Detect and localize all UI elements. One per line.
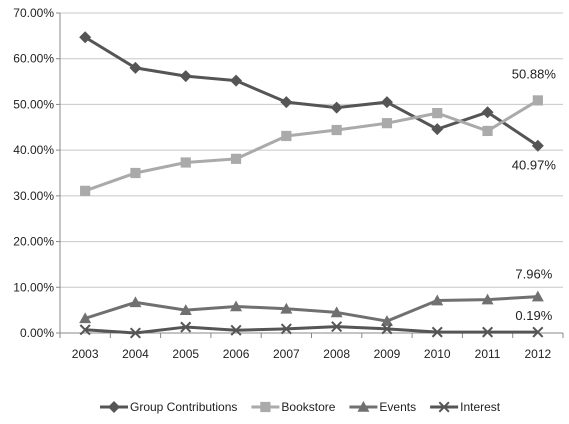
legend-item: Group Contributions (100, 400, 237, 414)
data-point-square (260, 401, 271, 413)
data-point-square (80, 185, 91, 196)
data-point-x (331, 321, 343, 333)
legend-label: Bookstore (281, 400, 335, 414)
y-tick-label: 70.00% (13, 6, 54, 20)
data-point-x (431, 326, 443, 338)
data-point-square (532, 95, 543, 106)
series-line (85, 325, 538, 335)
data-point-triangle (380, 315, 393, 326)
x-tick-label: 2004 (122, 347, 149, 361)
data-point-x (438, 401, 450, 413)
x-tick-label: 2005 (172, 347, 199, 361)
x-stroke (431, 326, 443, 338)
data-point-triangle (431, 294, 444, 306)
data-point-square (230, 153, 242, 164)
x-tick-label: 2012 (524, 347, 551, 361)
y-tick-label: 0.00% (20, 326, 54, 340)
data-point-diamond (380, 96, 393, 109)
x-stroke (331, 321, 343, 333)
y-tick-label: 30.00% (13, 189, 54, 203)
x-tick-label: 2010 (424, 347, 451, 361)
data-point-x (482, 326, 494, 338)
data-point-triangle (230, 300, 243, 312)
data-point-square (281, 130, 292, 142)
series-events (79, 290, 544, 326)
y-tick-label: 20.00% (13, 235, 54, 249)
series-line (84, 99, 539, 193)
data-point-x (180, 321, 192, 333)
y-tick-label: 60.00% (13, 52, 54, 66)
legend-label: Group Contributions (130, 400, 237, 414)
data-label: 7.96% (515, 267, 552, 282)
x-tick-label: 2009 (374, 347, 401, 361)
data-point-diamond (79, 31, 92, 44)
y-tick-label: 50.00% (13, 97, 54, 111)
data-point-diamond (179, 70, 192, 83)
legend-item: Bookstore (251, 400, 336, 414)
data-point-triangle (129, 296, 142, 308)
x-tick-label: 2011 (475, 347, 501, 361)
data-point-diamond (481, 106, 494, 119)
series-lines (79, 31, 544, 339)
legend: Group Contributions Bookstore Events Intere… (100, 400, 501, 414)
x-tick-label: 2006 (223, 347, 250, 361)
data-point-triangle (357, 401, 370, 412)
x-tick-label: 2007 (273, 347, 300, 361)
axes: 0.00% 10.00% 20.00% 30.00% 40.00% 50.00% 60.00… (13, 6, 564, 361)
x-stroke (180, 321, 192, 333)
data-point-x (79, 324, 91, 336)
data-point-triangle (179, 304, 192, 315)
data-point-x (129, 327, 141, 339)
series-interest (79, 321, 544, 339)
x-stroke (381, 323, 393, 335)
x-stroke (438, 401, 450, 413)
legend-item: Events (349, 400, 416, 414)
data-label: 50.88% (512, 66, 557, 81)
data-point-triangle (280, 302, 293, 314)
data-point-square (130, 167, 141, 179)
data-point-triangle (330, 306, 343, 318)
data-point-diamond (129, 61, 142, 74)
data-point-triangle (531, 290, 544, 302)
data-point-x (230, 324, 242, 336)
data-point-square (331, 124, 342, 136)
data-point-x (280, 323, 292, 335)
series-bookstore (80, 95, 543, 196)
data-labels: 50.88% 40.97% 7.96% 0.19% (512, 66, 557, 323)
data-point-diamond (280, 96, 293, 109)
series-line (84, 35, 539, 147)
data-label: 40.97% (512, 158, 557, 173)
x-stroke (482, 326, 494, 338)
data-point-triangle (79, 312, 92, 324)
x-stroke (79, 324, 91, 336)
x-stroke (230, 324, 242, 336)
data-point-square (381, 118, 393, 129)
x-stroke (280, 323, 292, 335)
y-tick-label: 40.00% (13, 143, 54, 157)
x-stroke (532, 326, 544, 338)
data-label: 0.19% (515, 308, 552, 323)
data-point-square (432, 108, 443, 119)
data-point-diamond (108, 401, 120, 413)
data-point-square (482, 125, 493, 137)
data-point-diamond (531, 139, 544, 152)
legend-label: Interest (460, 400, 501, 414)
y-tick-label: 10.00% (13, 280, 54, 294)
data-point-x (381, 323, 393, 335)
gridlines (60, 12, 563, 288)
data-point-x (532, 326, 544, 338)
x-tick-label: 2003 (72, 347, 99, 361)
legend-item: Interest (430, 400, 501, 414)
legend-label: Events (379, 400, 416, 414)
data-point-diamond (230, 74, 243, 87)
data-point-triangle (481, 293, 494, 305)
x-stroke (129, 327, 141, 339)
x-tick-label: 2008 (323, 347, 350, 361)
series-line (84, 295, 538, 323)
data-point-square (180, 157, 191, 168)
data-point-diamond (431, 123, 444, 136)
data-point-diamond (330, 101, 343, 114)
